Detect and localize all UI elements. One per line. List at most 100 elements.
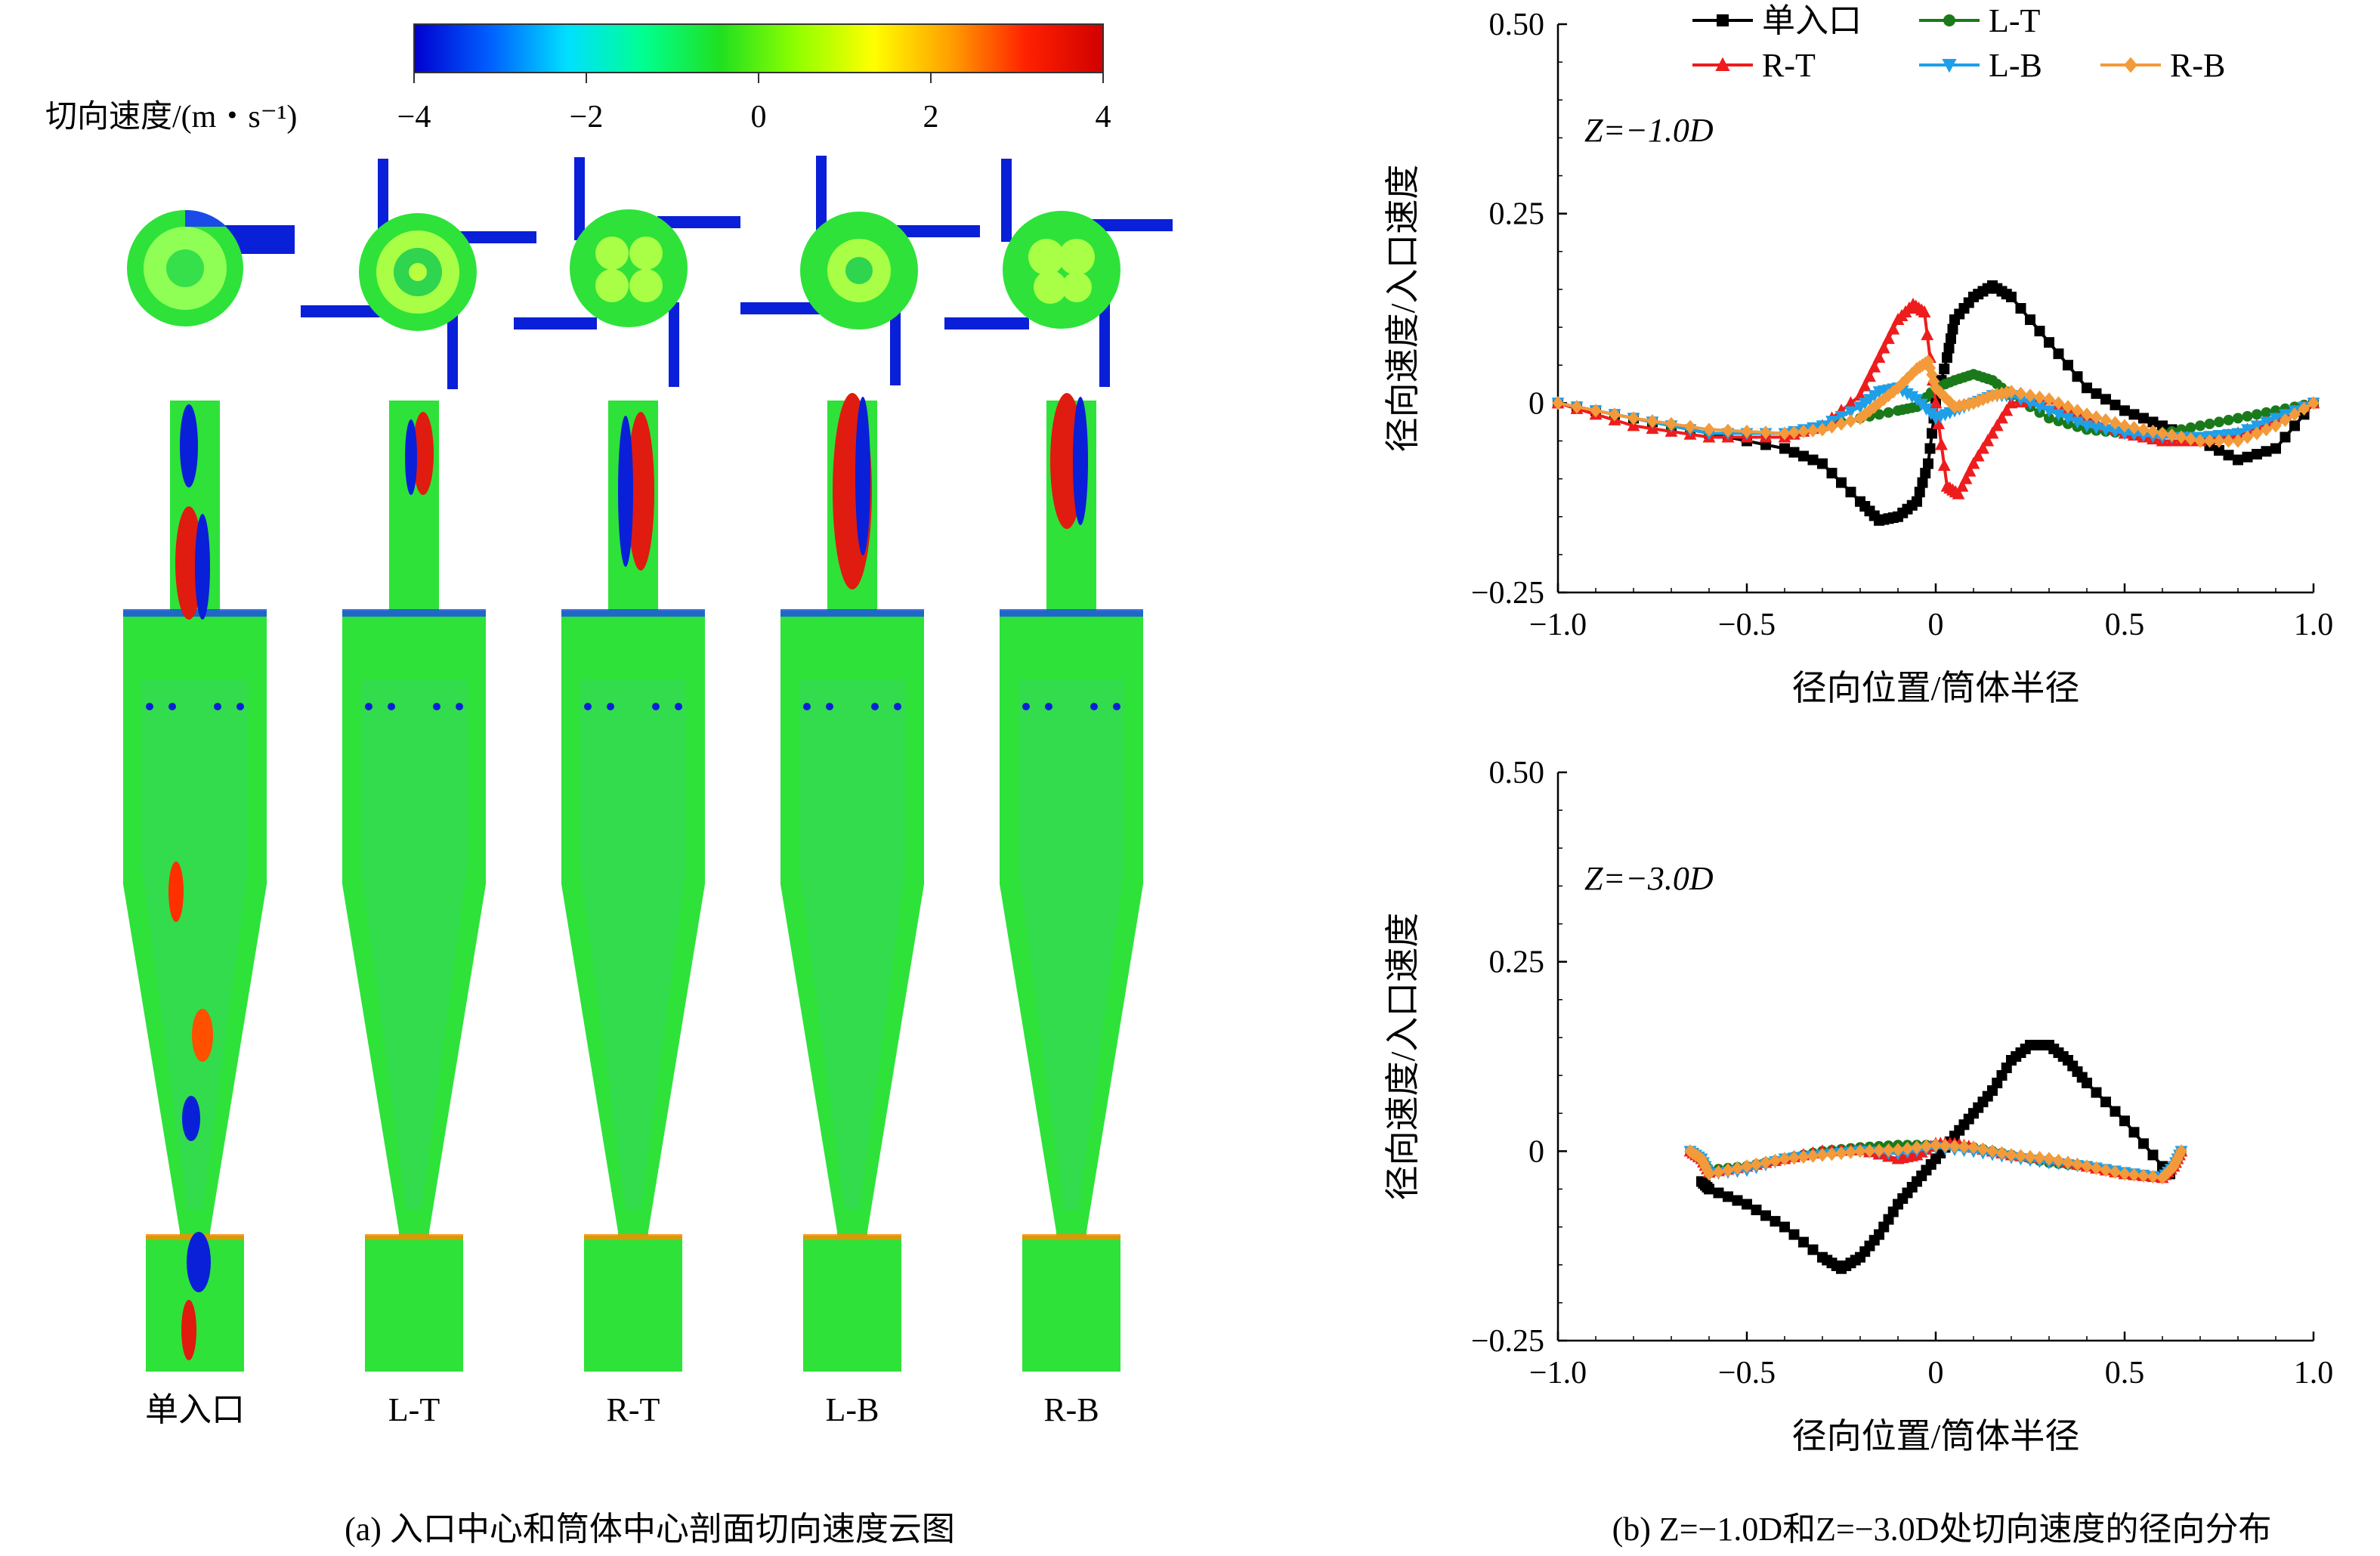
data-point bbox=[2119, 419, 2131, 433]
y-axis-label: 径向速度/入口速度 bbox=[1383, 913, 1422, 1201]
data-point bbox=[1835, 416, 1847, 432]
cyclone-section-3 bbox=[780, 393, 924, 1372]
data-point bbox=[2025, 314, 2035, 326]
data-point bbox=[1723, 1191, 1733, 1202]
data-point bbox=[1986, 426, 1999, 439]
data-point bbox=[2204, 418, 2215, 429]
data-point bbox=[1798, 450, 1809, 462]
data-point bbox=[1977, 441, 1989, 454]
data-point bbox=[2147, 1149, 2159, 1161]
data-point bbox=[1901, 371, 1914, 385]
data-point bbox=[1798, 1236, 1809, 1248]
legend-item: R-T bbox=[1692, 47, 1816, 84]
data-point bbox=[1760, 1155, 1772, 1170]
case-label-R-T: R-T bbox=[607, 1391, 660, 1428]
case-label-L-T: L-T bbox=[388, 1391, 440, 1428]
data-point bbox=[1760, 1210, 1771, 1221]
data-point bbox=[1863, 1143, 1876, 1158]
colorbar-label: 切向速度/(m・s⁻¹) bbox=[45, 100, 297, 135]
data-point bbox=[2233, 413, 2243, 424]
data-point bbox=[1955, 479, 1969, 492]
data-point bbox=[1995, 411, 2008, 424]
data-point bbox=[2100, 413, 2112, 427]
data-point bbox=[1872, 351, 1886, 363]
data-point bbox=[1863, 370, 1876, 382]
data-point bbox=[2042, 405, 2056, 418]
data-point bbox=[1751, 1205, 1762, 1216]
series-单入口 bbox=[1553, 280, 2319, 526]
data-point bbox=[1788, 1229, 1800, 1240]
data-point bbox=[1930, 381, 1942, 395]
data-point bbox=[2052, 1153, 2065, 1168]
y-tick-label: 0.50 bbox=[1489, 756, 1545, 790]
series-R-B bbox=[1552, 354, 2320, 448]
data-point bbox=[1779, 426, 1791, 441]
data-point bbox=[2100, 1097, 2111, 1108]
data-point bbox=[1930, 1138, 1942, 1152]
data-point bbox=[1845, 487, 1856, 498]
caption-a: (a) 入口中心和筒体中心剖面切向速度云图 bbox=[345, 1511, 955, 1548]
data-point bbox=[2195, 420, 2205, 432]
data-point bbox=[2109, 1165, 2122, 1180]
data-point bbox=[2128, 409, 2140, 420]
data-point bbox=[2080, 420, 2094, 433]
panel-a: −4 −2 0 2 4 切向速度/(m・s⁻¹) bbox=[45, 23, 1173, 1548]
colorbar-ticks: −4 −2 0 2 4 bbox=[397, 73, 1111, 135]
data-point bbox=[2100, 1163, 2112, 1177]
colorbar-tick-label: −4 bbox=[397, 100, 431, 135]
data-point bbox=[2109, 416, 2122, 430]
data-point bbox=[1967, 1140, 1980, 1155]
series-单入口 bbox=[1696, 1039, 2175, 1274]
data-point bbox=[1609, 407, 1621, 422]
data-point bbox=[1873, 1143, 1885, 1158]
data-point bbox=[1878, 392, 1890, 407]
data-point bbox=[2185, 422, 2196, 433]
data-point bbox=[1892, 381, 1904, 395]
data-point bbox=[2081, 407, 2093, 422]
data-point bbox=[2062, 1155, 2074, 1170]
data-point bbox=[1590, 404, 1602, 418]
data-point bbox=[1722, 1163, 1734, 1177]
data-point bbox=[1825, 1146, 1838, 1162]
data-point bbox=[2034, 326, 2045, 337]
data-point bbox=[1858, 379, 1872, 391]
case-label-L-B: L-B bbox=[826, 1391, 879, 1428]
data-point bbox=[1816, 1148, 1828, 1162]
data-point bbox=[2279, 413, 2292, 427]
data-point bbox=[1788, 1151, 1800, 1165]
chart-annotation: Z=−3.0D bbox=[1584, 860, 1714, 897]
legend-label: 单入口 bbox=[1762, 2, 1862, 39]
colorbar-tick-label: 0 bbox=[751, 100, 767, 135]
legend-label: L-T bbox=[1989, 2, 2041, 39]
data-point bbox=[2052, 409, 2065, 422]
data-point bbox=[1986, 1144, 1998, 1158]
data-point bbox=[2043, 392, 2055, 407]
x-tick-label: −0.5 bbox=[1718, 608, 1776, 642]
data-point bbox=[1922, 354, 1934, 369]
data-point bbox=[1874, 409, 1884, 420]
data-point bbox=[1779, 1221, 1790, 1233]
legend-item: L-B bbox=[1919, 47, 2042, 84]
data-point bbox=[1926, 367, 1938, 382]
legend-label: L-B bbox=[1989, 47, 2042, 84]
data-point bbox=[1863, 404, 1876, 418]
data-point bbox=[1942, 59, 1957, 73]
data-point bbox=[1571, 400, 1583, 414]
data-point bbox=[1924, 443, 1936, 454]
colorbar bbox=[413, 23, 1104, 73]
data-point bbox=[1883, 407, 1894, 418]
case-labels: 单入口 L-T R-T L-B R-B bbox=[145, 1391, 1099, 1428]
y-tick-label: 0 bbox=[1528, 1134, 1544, 1169]
data-point bbox=[1859, 407, 1871, 422]
data-point bbox=[1750, 1157, 1763, 1171]
chart-z-1-0d: −0.25 0 0.25 0.50 −1.0 −0.5 0 0.5 1.0 径向位置/筒体半径 径向… bbox=[1383, 8, 2333, 707]
data-point bbox=[2091, 1087, 2102, 1098]
x-axis-label: 径向位置/筒体半径 bbox=[1792, 1417, 2080, 1455]
cross-section-single bbox=[127, 209, 295, 326]
data-point bbox=[2015, 303, 2026, 314]
data-point bbox=[2014, 1149, 2027, 1163]
case-label-R-B: R-B bbox=[1043, 1391, 1099, 1428]
data-point bbox=[1971, 449, 1985, 462]
data-point bbox=[1943, 14, 1955, 26]
